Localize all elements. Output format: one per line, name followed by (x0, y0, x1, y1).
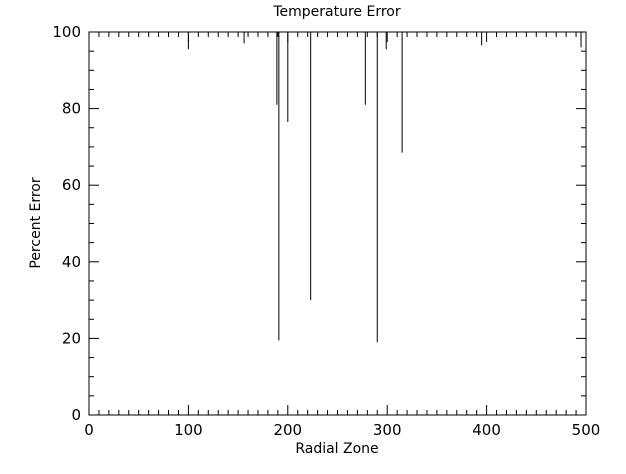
y-tick-label: 60 (62, 176, 81, 194)
chart-title: Temperature Error (272, 4, 401, 20)
minor-ticks (89, 32, 586, 415)
y-tick-label: 40 (62, 253, 81, 271)
x-tick-label: 500 (572, 421, 601, 439)
x-tick-labels: 0 100 200 300 400 500 (84, 421, 600, 439)
x-tick-label: 0 (84, 421, 94, 439)
y-tick-labels: 0 20 40 60 80 100 (52, 23, 81, 424)
plot-area-frame (88, 31, 587, 416)
x-tick-label: 400 (472, 421, 501, 439)
x-axis-label: Radial Zone (295, 441, 378, 457)
y-tick-label: 80 (62, 100, 81, 118)
x-tick-label: 100 (174, 421, 203, 439)
x-tick-label: 300 (373, 421, 402, 439)
data-spikes (187, 32, 582, 343)
x-tick-label: 200 (273, 421, 302, 439)
y-tick-label: 20 (62, 329, 81, 347)
y-axis-label: Percent Error (28, 177, 44, 268)
y-tick-label: 100 (52, 23, 81, 41)
y-tick-label: 0 (71, 406, 81, 424)
